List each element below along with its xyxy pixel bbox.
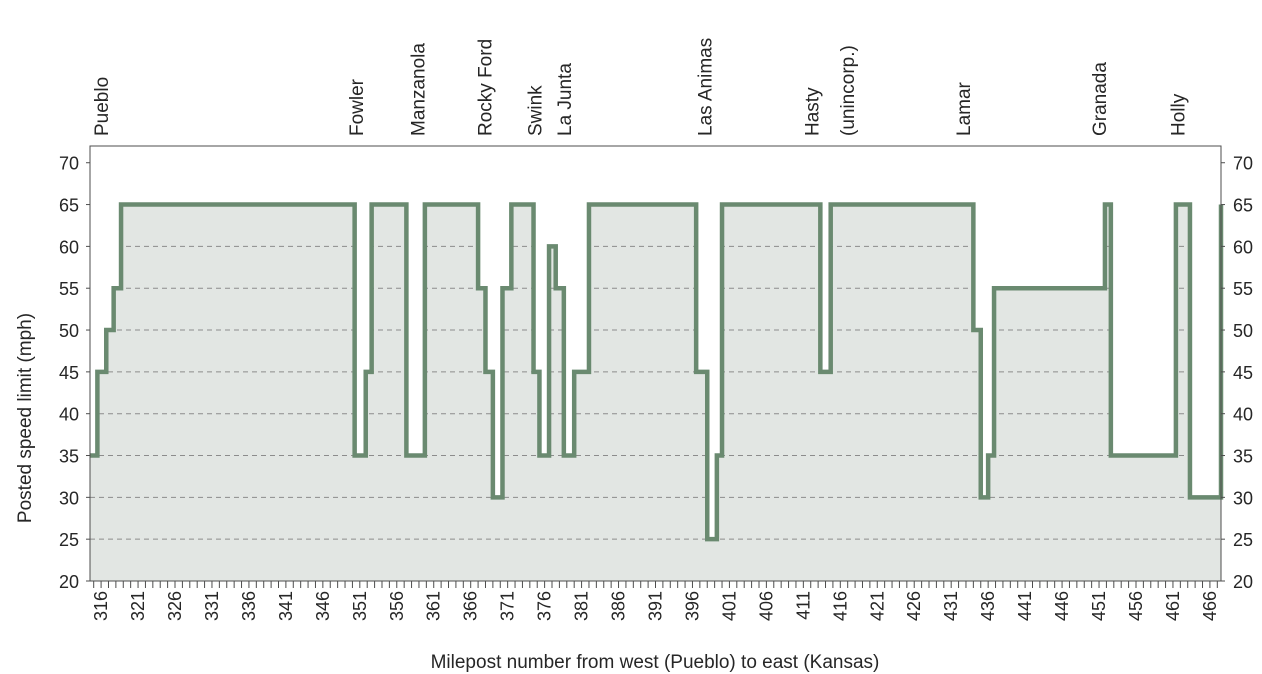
y-axis-title: Posted speed limit (mph) bbox=[15, 313, 36, 523]
x-tick-label: 451 bbox=[1089, 591, 1109, 621]
x-tick-label: 416 bbox=[830, 591, 850, 621]
x-tick-label: 346 bbox=[313, 591, 333, 621]
y-tick-label-right: 55 bbox=[1233, 279, 1253, 299]
y-tick-label-left: 30 bbox=[59, 488, 79, 508]
town-label: Lamar bbox=[954, 81, 975, 136]
town-label: Holly bbox=[1168, 93, 1189, 136]
y-tick-label-right: 65 bbox=[1233, 196, 1253, 216]
x-tick-label: 436 bbox=[978, 591, 998, 621]
y-tick-label-left: 70 bbox=[59, 154, 79, 174]
x-tick-label: 341 bbox=[276, 591, 296, 621]
x-tick-label: 431 bbox=[941, 591, 961, 621]
town-label: Hasty bbox=[802, 87, 823, 136]
x-tick-label: 366 bbox=[461, 591, 481, 621]
area-above-line bbox=[90, 146, 1221, 540]
x-tick-label: 441 bbox=[1015, 591, 1035, 621]
y-tick-label-left: 35 bbox=[59, 447, 79, 467]
y-tick-label-left: 25 bbox=[59, 530, 79, 550]
x-tick-label: 361 bbox=[424, 591, 444, 621]
y-tick-label-left: 60 bbox=[59, 237, 79, 257]
town-label: Fowler bbox=[347, 78, 368, 136]
y-tick-label-right: 70 bbox=[1233, 154, 1253, 174]
town-label: La Junta bbox=[555, 63, 576, 136]
x-tick-label: 381 bbox=[572, 591, 592, 621]
x-tick-label: 386 bbox=[609, 591, 629, 621]
x-tick-label: 371 bbox=[498, 591, 518, 621]
x-tick-label: 406 bbox=[756, 591, 776, 621]
x-tick-label: 446 bbox=[1052, 591, 1072, 621]
town-label: Pueblo bbox=[92, 77, 113, 136]
x-axis-title: Milepost number from west (Pueblo) to ea… bbox=[431, 652, 880, 673]
town-labels: Pueblo Fowler Manzanola Rocky Ford Swink La J… bbox=[92, 38, 1189, 136]
y-axis-left: 20 25 30 35 40 45 50 55 60 65 70 bbox=[59, 154, 90, 592]
x-tick-label: 356 bbox=[387, 591, 407, 621]
y-tick-label-right: 30 bbox=[1233, 488, 1253, 508]
town-label: Swink bbox=[525, 85, 546, 136]
x-tick-label: 401 bbox=[719, 591, 739, 621]
y-tick-label-left: 65 bbox=[59, 196, 79, 216]
x-tick-label: 336 bbox=[239, 591, 259, 621]
y-tick-label-left: 55 bbox=[59, 279, 79, 299]
speed-limit-series bbox=[90, 202, 1224, 542]
x-tick-label: 321 bbox=[128, 591, 148, 621]
town-label: Granada bbox=[1090, 62, 1111, 136]
y-tick-label-left: 45 bbox=[59, 363, 79, 383]
x-tick-label: 331 bbox=[202, 591, 222, 621]
town-sublabel: (unincorp.) bbox=[838, 45, 859, 136]
line-layer bbox=[90, 202, 1224, 542]
x-tick-label: 391 bbox=[646, 591, 666, 621]
x-tick-label: 396 bbox=[682, 591, 702, 621]
y-tick-label-right: 40 bbox=[1233, 405, 1253, 425]
y-tick-label-right: 50 bbox=[1233, 321, 1253, 341]
y-tick-label-right: 45 bbox=[1233, 363, 1253, 383]
y-tick-label-left: 20 bbox=[59, 572, 79, 592]
x-tick-label: 461 bbox=[1163, 591, 1183, 621]
x-tick-label: 351 bbox=[350, 591, 370, 621]
x-axis: 316 321 326 331 336 341 346 351 356 361 366 371 376 3… bbox=[91, 581, 1220, 621]
x-tick-label: 466 bbox=[1200, 591, 1220, 621]
y-tick-label-left: 50 bbox=[59, 321, 79, 341]
area-layer bbox=[90, 146, 1221, 540]
town-label: Rocky Ford bbox=[476, 39, 497, 136]
town-label: Las Animas bbox=[695, 38, 716, 136]
x-tick-label: 411 bbox=[793, 591, 813, 620]
y-tick-label-right: 60 bbox=[1233, 237, 1253, 257]
y-tick-label-left: 40 bbox=[59, 405, 79, 425]
y-tick-label-right: 25 bbox=[1233, 530, 1253, 550]
x-tick-label: 456 bbox=[1126, 591, 1146, 621]
x-tick-label: 426 bbox=[904, 591, 924, 621]
x-tick-label: 376 bbox=[535, 591, 555, 621]
y-tick-label-right: 20 bbox=[1233, 572, 1253, 592]
x-tick-label: 316 bbox=[91, 591, 111, 621]
y-tick-label-right: 35 bbox=[1233, 447, 1253, 467]
x-tick-label: 326 bbox=[165, 591, 185, 621]
y-axis-right: 20 25 30 35 40 45 50 55 60 65 70 bbox=[1221, 154, 1253, 592]
town-label: Manzanola bbox=[408, 43, 429, 136]
x-tick-label: 421 bbox=[867, 591, 887, 621]
